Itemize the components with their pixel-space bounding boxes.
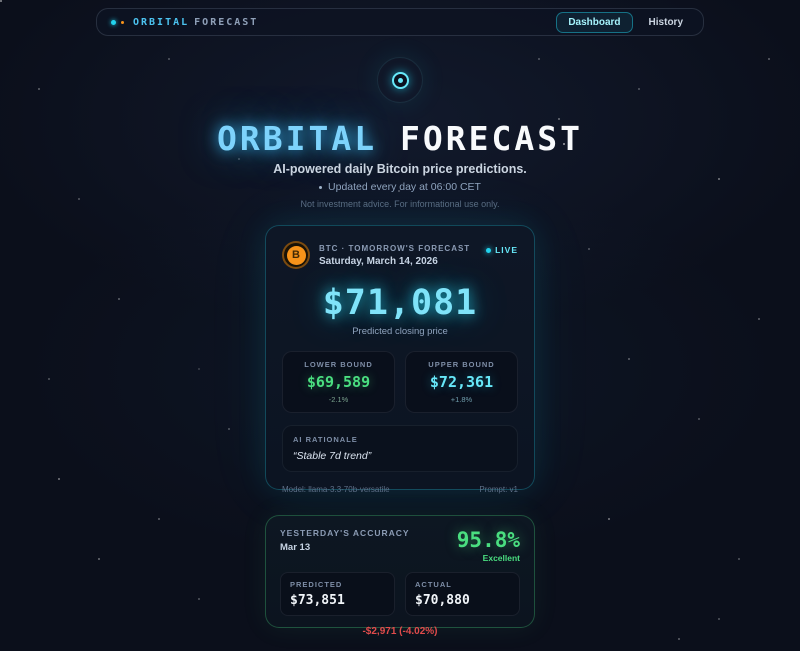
bounds-row: LOWER BOUND $69,589 -2.1% UPPER BOUND $7… [282, 351, 518, 413]
planet-icon [391, 71, 409, 89]
accuracy-rating: Excellent [482, 553, 520, 563]
page-title-primary: ORBITAL [217, 119, 378, 158]
page-title: ORBITAL FORECAST [0, 119, 800, 158]
upper-bound-label: UPPER BOUND [428, 360, 495, 369]
accuracy-difference: -$2,971 (-4.02%) [362, 626, 438, 637]
lower-bound-pct: -2.1% [328, 395, 349, 404]
upper-bound-box: UPPER BOUND $72,361 +1.8% [405, 351, 518, 413]
star-dots [0, 0, 2, 2]
tab-dashboard[interactable]: Dashboard [556, 11, 633, 33]
model-label: Model: llama-3.3-70b-versatile [282, 485, 390, 494]
tab-history[interactable]: History [643, 13, 689, 32]
upper-bound-value: $72,361 [429, 373, 494, 391]
planet-core-icon [397, 77, 403, 83]
price-caption: Predicted closing price [352, 326, 448, 337]
orbit-logo-wrap [0, 57, 800, 103]
predicted-price: $71,081 [322, 283, 478, 323]
accuracy-date: Mar 13 [280, 542, 311, 553]
forecast-date: Saturday, March 14, 2026 [319, 255, 438, 267]
ai-rationale-label: AI RATIONALE [293, 435, 358, 444]
live-badge: LIVE [486, 245, 518, 255]
accuracy-title: YESTERDAY'S ACCURACY [280, 528, 410, 538]
lower-bound-value: $69,589 [306, 373, 371, 391]
predicted-box: PREDICTED $73,851 [280, 572, 395, 616]
prompt-label: Prompt: v1 [479, 485, 518, 494]
actual-box: ACTUAL $70,880 [405, 572, 520, 616]
forecast-card: B BTC · TOMORROW'S FORECAST Saturday, Ma… [265, 225, 535, 494]
brand-dot-cyan-icon [111, 19, 116, 25]
actual-value: $70,880 [415, 593, 470, 608]
accuracy-boxes-row: PREDICTED $73,851 ACTUAL $70,880 [280, 572, 520, 616]
accuracy-value: 95.8% [456, 528, 520, 552]
lower-bound-label: LOWER BOUND [304, 360, 373, 369]
bitcoin-icon: B [282, 241, 310, 269]
navbar: ORBITAL FORECAST Dashboard History [96, 8, 704, 36]
orbit-ring-icon [377, 57, 423, 103]
upper-bound-pct: +1.8% [450, 395, 473, 404]
update-note: Updated every day at 06:00 CET [0, 181, 800, 193]
brand-name-primary: ORBITAL [133, 16, 190, 28]
forecast-card-footer: Model: llama-3.3-70b-versatile Prompt: v… [282, 485, 518, 494]
live-dot-icon [486, 247, 492, 253]
bitcoin-symbol: B [286, 245, 306, 265]
ai-rationale-box: AI RATIONALE “Stable 7d trend” [282, 425, 518, 472]
predicted-label: PREDICTED [290, 580, 343, 589]
brand-name-secondary: FORECAST [194, 16, 259, 28]
forecast-card-header: B BTC · TOMORROW'S FORECAST Saturday, Ma… [282, 241, 518, 269]
asset-label: BTC · TOMORROW'S FORECAST [319, 243, 471, 253]
ai-rationale-text: “Stable 7d trend” [293, 450, 372, 462]
lower-bound-box: LOWER BOUND $69,589 -2.1% [282, 351, 395, 413]
predicted-value: $73,851 [290, 593, 345, 608]
accuracy-value-block: 95.8% Excellent [457, 528, 520, 563]
actual-label: ACTUAL [415, 580, 452, 589]
accuracy-card-header: YESTERDAY'S ACCURACY Mar 13 95.8% Excell… [280, 528, 520, 563]
accuracy-title-block: YESTERDAY'S ACCURACY Mar 13 [280, 528, 410, 553]
update-dot-icon [319, 185, 323, 189]
asset-text: BTC · TOMORROW'S FORECAST Saturday, Marc… [319, 244, 470, 267]
update-note-text: Updated every day at 06:00 CET [328, 181, 481, 193]
brand[interactable]: ORBITAL FORECAST [111, 17, 258, 28]
live-label: LIVE [495, 245, 518, 255]
brand-dot-orange-icon [121, 20, 124, 24]
disclaimer-text: Not investment advice. For informational… [300, 199, 500, 209]
page-subtitle: AI-powered daily Bitcoin price predictio… [273, 162, 527, 176]
page-title-secondary: FORECAST [400, 119, 583, 158]
asset-info: B BTC · TOMORROW'S FORECAST Saturday, Ma… [282, 241, 470, 269]
nav-tabs: Dashboard History [556, 11, 689, 33]
accuracy-card: YESTERDAY'S ACCURACY Mar 13 95.8% Excell… [265, 515, 535, 637]
